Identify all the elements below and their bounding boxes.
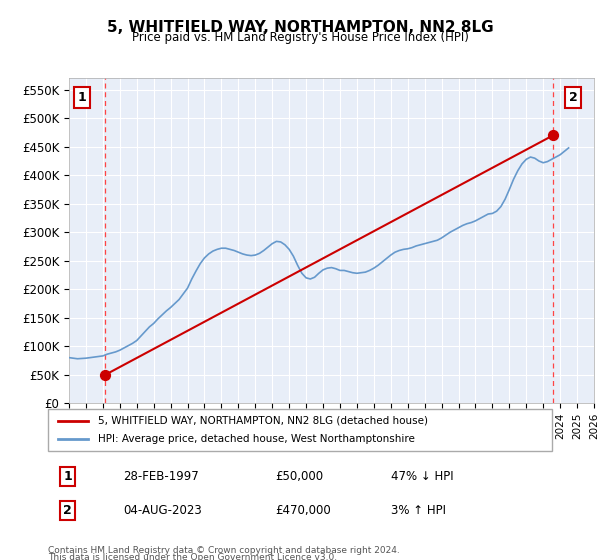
Point [101,370,110,379]
Text: 1: 1 [77,91,86,104]
Text: 2: 2 [569,91,577,104]
Text: £470,000: £470,000 [275,503,331,517]
Text: 5, WHITFIELD WAY, NORTHAMPTON, NN2 8LG (detached house): 5, WHITFIELD WAY, NORTHAMPTON, NN2 8LG (… [98,416,428,426]
Text: HPI: Average price, detached house, West Northamptonshire: HPI: Average price, detached house, West… [98,434,415,444]
FancyBboxPatch shape [48,409,552,451]
Text: 1: 1 [63,470,72,483]
Text: 28-FEB-1997: 28-FEB-1997 [124,470,199,483]
Text: This data is licensed under the Open Government Licence v3.0.: This data is licensed under the Open Gov… [48,553,337,560]
Text: 3% ↑ HPI: 3% ↑ HPI [391,503,446,517]
Text: £50,000: £50,000 [275,470,323,483]
Text: 47% ↓ HPI: 47% ↓ HPI [391,470,454,483]
Text: Contains HM Land Registry data © Crown copyright and database right 2024.: Contains HM Land Registry data © Crown c… [48,546,400,555]
Text: 5, WHITFIELD WAY, NORTHAMPTON, NN2 8LG: 5, WHITFIELD WAY, NORTHAMPTON, NN2 8LG [107,20,493,35]
Text: 04-AUG-2023: 04-AUG-2023 [124,503,202,517]
Text: 2: 2 [63,503,72,517]
Point [548,131,558,140]
Text: Price paid vs. HM Land Registry's House Price Index (HPI): Price paid vs. HM Land Registry's House … [131,31,469,44]
